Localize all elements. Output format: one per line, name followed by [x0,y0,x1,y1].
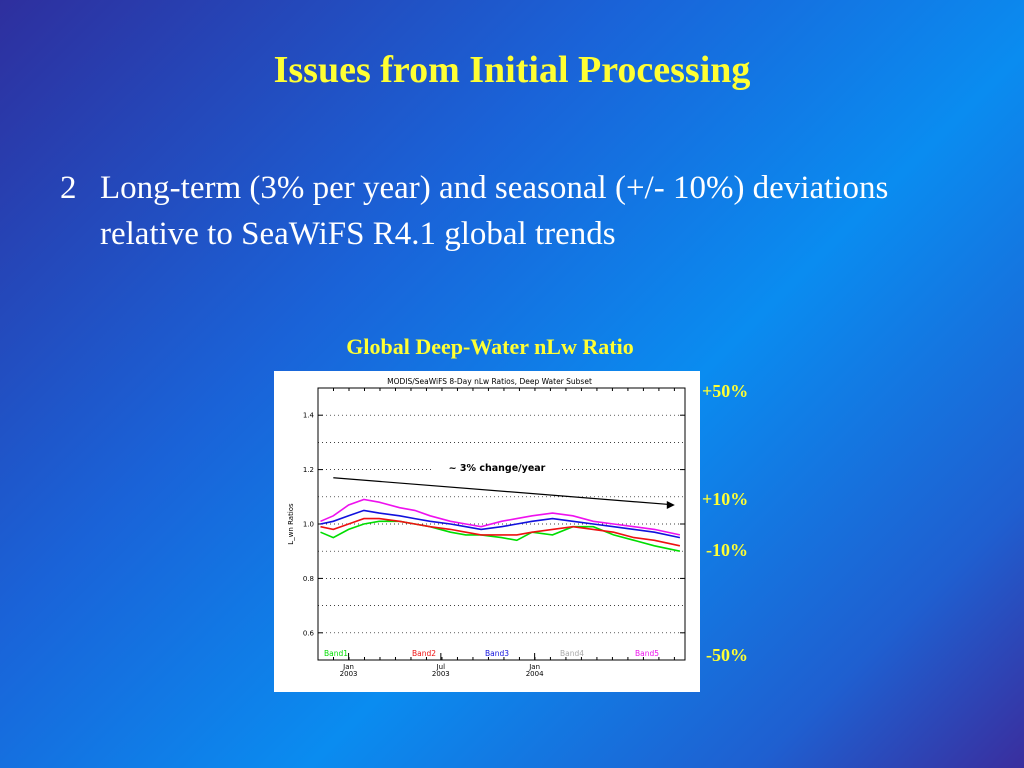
trend-arrowhead [666,500,675,509]
trend-arrow-line [333,477,669,506]
plot-frame [317,387,686,661]
x-tick-label: 2004 [526,670,544,678]
figure-caption: Global Deep-Water nLw Ratio [346,334,634,359]
percent-label-minus-50: -50% [706,645,748,665]
legend-band3: Band3 [485,649,509,658]
slide-title: Issues from Initial Processing [273,49,751,91]
bullet-number: 2 [60,170,77,206]
y-tick-label: 1.2 [303,466,314,474]
y-tick-label: 1.0 [303,521,314,529]
percent-label-minus-10: -10% [706,540,748,560]
x-tick-label: Jul [436,663,446,671]
y-tick-label: 0.8 [303,575,314,583]
chart-panel: 1.4 1.2 1.0 0.8 0.6 Jan 2003 Jul 2003 Jan 2004 MODI… [274,371,700,692]
percent-label-plus-50: +50% [702,381,749,401]
line-chart: 1.41.21.00.80.6Jan2003Jul2003Jan2004MODI… [287,377,686,678]
x-tick-label: 2003 [340,670,358,678]
trend-annotation: ~ 3% change/year [449,463,546,474]
series-line-band2 [320,517,681,547]
legend-band4: Band4 [560,649,584,658]
annotation-background [434,460,560,474]
y-tick-label: 1.4 [303,412,315,420]
y-tick-label: 0.6 [303,629,315,637]
x-tick-label: 2003 [432,670,450,678]
chart-title: MODIS/SeaWiFS 8-Day nLw Ratios, Deep Wat… [387,377,592,386]
legend-band2: Band2 [412,649,436,658]
bullet-text: Long-term (3% per year) and seasonal (+/… [100,170,889,252]
x-tick-label: Jan [342,663,354,671]
x-tick-label: Jan [528,663,540,671]
legend-band1: Band1 [324,649,348,658]
y-axis-label: L_wn Ratios [287,503,295,545]
series-line-band3 [320,509,681,539]
series-line-band5 [320,498,681,536]
legend-band5: Band5 [635,649,659,658]
percent-label-plus-10: +10% [702,489,749,509]
